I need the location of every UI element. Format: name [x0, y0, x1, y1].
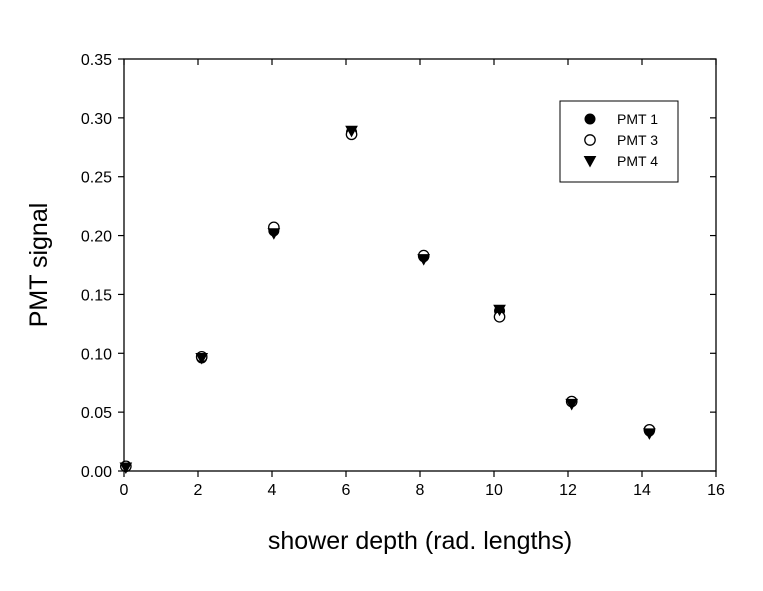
data-point — [565, 398, 579, 411]
series-3 — [119, 125, 656, 475]
x-tick-label: 4 — [268, 482, 277, 499]
x-axis-title: shower depth (rad. lengths) — [268, 527, 572, 555]
legend: PMT 1 PMT 3 PMT 4 — [559, 100, 679, 183]
data-point — [643, 428, 656, 440]
y-axis-title: PMT signal — [25, 203, 53, 328]
data-point — [417, 254, 431, 266]
x-tick-label: 16 — [707, 482, 725, 499]
legend-label: PMT 1 — [617, 111, 658, 127]
x-tick-label: 10 — [485, 482, 503, 499]
x-tick-label: 2 — [194, 482, 203, 499]
data-point — [267, 228, 281, 240]
x-tick-label: 8 — [416, 482, 425, 499]
data-point — [119, 462, 133, 475]
x-axis-ticks: 0 2 4 6 8 10 12 14 16 — [120, 59, 725, 499]
data-points — [119, 125, 656, 475]
x-tick-label: 14 — [633, 482, 651, 499]
data-point — [195, 352, 209, 365]
y-tick-label: 0.10 — [81, 346, 112, 363]
legend-label: PMT 4 — [617, 153, 658, 169]
legend-marker — [583, 156, 597, 168]
legend-marker — [584, 113, 596, 125]
x-tick-label: 0 — [120, 482, 129, 499]
y-tick-label: 0.00 — [81, 464, 112, 481]
y-tick-label: 0.05 — [81, 405, 112, 422]
x-tick-label: 12 — [559, 482, 577, 499]
x-tick-label: 6 — [342, 482, 351, 499]
data-point — [345, 125, 358, 138]
y-axis-ticks: 0.00 0.05 0.10 0.15 0.20 0.25 0.30 0.35 — [81, 52, 716, 481]
y-tick-label: 0.30 — [81, 111, 112, 128]
y-tick-label: 0.15 — [81, 287, 112, 304]
legend-box — [559, 100, 679, 183]
y-tick-label: 0.20 — [81, 229, 112, 246]
legend-marker — [584, 134, 596, 146]
y-tick-label: 0.35 — [81, 52, 112, 69]
legend-label: PMT 3 — [617, 132, 658, 148]
y-tick-label: 0.25 — [81, 170, 112, 187]
data-point — [493, 304, 506, 317]
